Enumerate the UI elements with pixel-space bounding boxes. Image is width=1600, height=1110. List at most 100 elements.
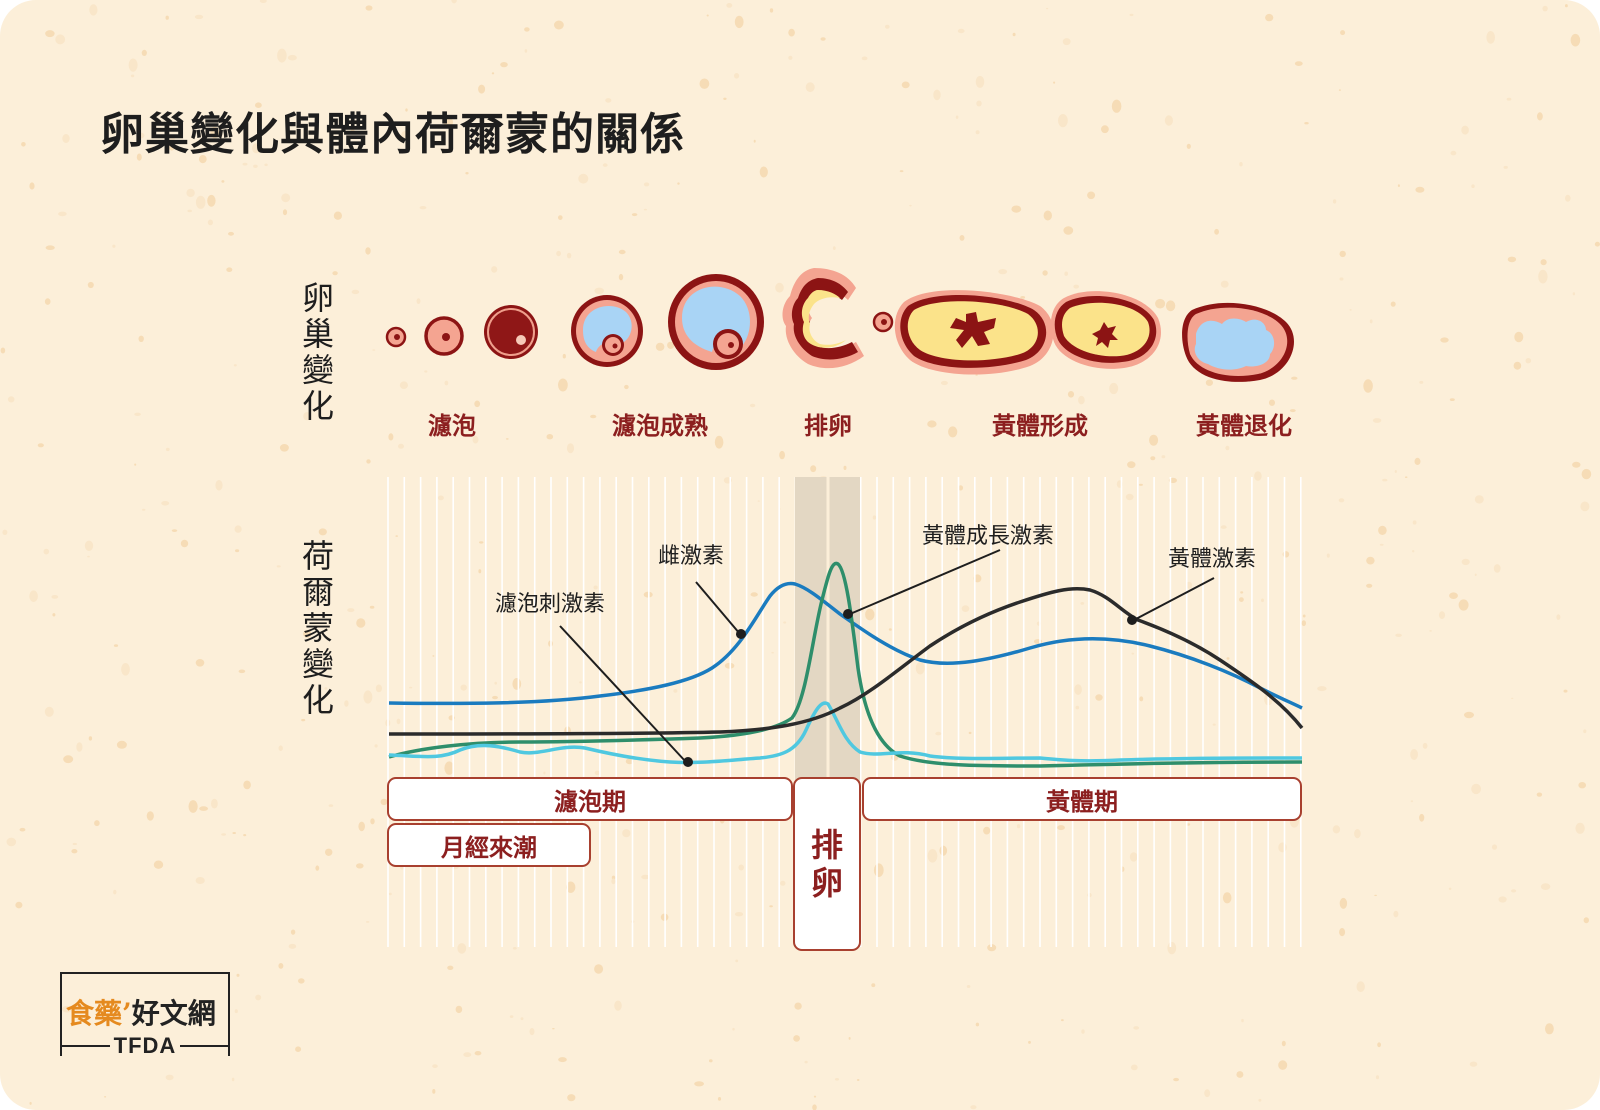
speckle-dot (255, 994, 262, 1001)
speckle-dot (759, 166, 768, 178)
speckle-dot (1486, 31, 1495, 44)
speckle-dot (966, 985, 971, 988)
speckle-dot (1513, 361, 1522, 370)
speckle-dot (1058, 114, 1068, 128)
hormone-label-char: 蒙 (301, 609, 334, 647)
ovary-changes-label: 卵 巢 變 化 (298, 280, 338, 424)
speckle-dot (1073, 284, 1079, 289)
speckle-dot (1378, 525, 1387, 536)
speckle-dot (1514, 331, 1524, 343)
speckle-dot (1205, 379, 1213, 386)
speckle-dot (328, 804, 334, 807)
speckle-dot (1395, 633, 1402, 637)
speckle-dot (594, 770, 601, 776)
speckle-dot (753, 139, 756, 143)
speckle-dot (856, 1079, 860, 1081)
speckle-dot (1239, 597, 1244, 602)
speckle-dot (843, 465, 847, 470)
hormone-label-char: 荷 (301, 537, 334, 575)
speckle-dot (735, 959, 739, 963)
speckle-dot (1525, 358, 1532, 364)
speckle-dot (552, 1028, 555, 1030)
speckle-dot (625, 758, 634, 765)
speckle-dot (975, 374, 978, 376)
speckle-dot (235, 549, 240, 553)
speckle-dot (1239, 162, 1243, 167)
speckle-dot (455, 1005, 463, 1014)
estrogen-label: 雌激素 (658, 544, 724, 569)
speckle-dot (738, 864, 744, 871)
speckle-dot (195, 659, 205, 667)
speckle-dot (594, 287, 604, 294)
speckle-dot (605, 98, 612, 103)
logo-part1: 食藥 (66, 997, 123, 1030)
speckle-dot (667, 123, 674, 132)
speckle-dot (780, 880, 786, 886)
speckle-dot (1498, 896, 1507, 903)
speckle-dot (769, 8, 774, 13)
speckle-dot (558, 1057, 567, 1063)
speckle-dot (51, 595, 59, 599)
speckle-dot (899, 170, 904, 173)
speckle-dot (432, 1064, 438, 1069)
speckle-dot (243, 834, 247, 837)
speckle-dot (788, 28, 795, 37)
speckle-dot (171, 529, 178, 532)
ovary-label-char: 化 (301, 387, 334, 425)
speckle-dot (94, 820, 100, 827)
speckle-dot (7, 396, 15, 403)
speckle-dot (195, 195, 206, 209)
speckle-dot (226, 267, 233, 273)
speckle-dot (1214, 228, 1219, 235)
speckle-dot (810, 465, 817, 473)
mature-follicle-1 (571, 295, 643, 367)
speckle-dot (1354, 829, 1361, 839)
speckle-dot (546, 434, 554, 440)
speckle-dot (1186, 143, 1191, 149)
speckle-dot (641, 874, 650, 880)
speckle-dot (1563, 689, 1568, 693)
speckle-dot (112, 244, 116, 248)
speckle-dot (611, 878, 616, 885)
speckle-dot (512, 947, 517, 950)
speckle-dot (1138, 483, 1143, 486)
speckle-dot (1375, 1075, 1380, 1080)
speckle-dot (1575, 822, 1585, 834)
speckle-dot (1596, 14, 1599, 17)
speckle-dot (1429, 630, 1432, 632)
speckle-dot (344, 700, 349, 707)
speckle-dot (72, 842, 78, 846)
speckle-dot (955, 115, 959, 119)
speckle-dot (1067, 391, 1075, 398)
speckle-dot (325, 848, 333, 856)
speckle-dot (1511, 697, 1514, 700)
speckle-dot (37, 443, 44, 448)
speckle-dot (467, 136, 471, 139)
speckle-dot (1449, 398, 1455, 401)
speckle-dot (948, 426, 958, 438)
speckle-dot (1366, 583, 1373, 588)
speckle-dot (15, 901, 23, 909)
speckle-dot (1129, 852, 1138, 862)
speckle-dot (395, 535, 399, 537)
speckle-dot (399, 381, 408, 390)
speckle-dot (251, 143, 261, 154)
speckle-dot (1020, 296, 1026, 299)
speckle-dot (1458, 599, 1469, 611)
progesterone-marker (1127, 615, 1137, 625)
speckle-dot (278, 745, 283, 751)
speckle-dot (195, 877, 205, 884)
speckle-dot (234, 1009, 238, 1014)
stage-label-follicle: 濾泡 (428, 412, 476, 440)
speckle-dot (1540, 883, 1551, 890)
speckle-dot (1222, 892, 1232, 904)
speckle-dot (104, 1096, 107, 1098)
speckle-dot (1538, 269, 1548, 284)
speckle-dot (804, 1060, 808, 1064)
speckle-dot (957, 28, 965, 34)
speckle-dot (210, 126, 220, 139)
speckle-dot (1139, 696, 1144, 702)
ovulation-ruptured-follicle (782, 268, 894, 369)
speckle-dot (509, 1015, 514, 1018)
